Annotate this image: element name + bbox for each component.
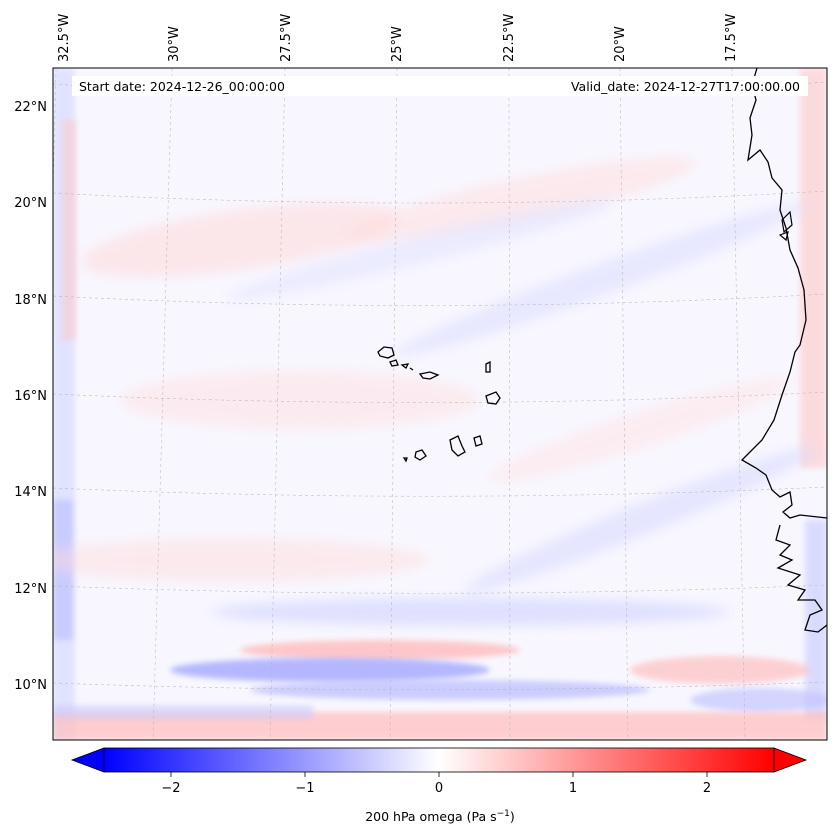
lat-label-16n: 16°N (14, 389, 47, 404)
colorbar-tick-2: 2 (703, 781, 711, 796)
colorbar: −2 −1 0 1 2 200 hPa omega (Pa s−1) (70, 747, 808, 824)
lon-label-32-5w: 32.5°W (57, 14, 72, 62)
colorbar-tick-1: 1 (569, 781, 577, 796)
colorbar-label: 200 hPa omega (Pa s−1) (365, 809, 515, 824)
lon-label-20w: 20°W (613, 26, 628, 62)
colorbar-extend-max (773, 747, 808, 773)
lat-label-20n: 20°N (14, 196, 47, 211)
longitude-labels: 32.5°W 30°W 27.5°W 25°W 22.5°W 20°W 17.5… (57, 14, 739, 62)
map-frame (52, 67, 828, 741)
colorbar-tick-0: 0 (435, 781, 443, 796)
colorbar-tick-m2: −2 (161, 781, 180, 796)
omega-field: Start date: 2024-12-26_00:00:00 Valid_da… (53, 68, 827, 740)
lon-label-25w: 25°W (390, 26, 405, 62)
lon-label-22-5w: 22.5°W (502, 14, 517, 62)
coastline-africa (740, 68, 827, 519)
colorbar-tick-m1: −1 (295, 781, 314, 796)
header-box (72, 76, 808, 96)
lat-label-22n: 22°N (14, 100, 47, 115)
start-date-text: Start date: 2024-12-26_00:00:00 (79, 79, 285, 94)
lat-label-12n: 12°N (14, 582, 47, 597)
coastline-senegambia (775, 524, 827, 633)
lat-label-18n: 18°N (14, 293, 47, 308)
lon-label-27-5w: 27.5°W (279, 14, 294, 62)
lon-label-30w: 30°W (167, 26, 182, 62)
lon-label-17-5w: 17.5°W (724, 14, 739, 62)
latitude-labels: 22°N 20°N 18°N 16°N 14°N 12°N 10°N (14, 100, 47, 693)
graticule (53, 68, 827, 740)
lat-label-14n: 14°N (14, 485, 47, 500)
colorbar-gradient (104, 748, 774, 772)
lat-label-10n: 10°N (14, 678, 47, 693)
cape-verde-islands (377, 346, 501, 463)
valid-date-text: Valid_date: 2024-12-27T17:00:00.00 (571, 79, 800, 94)
colorbar-extend-min (70, 747, 105, 773)
